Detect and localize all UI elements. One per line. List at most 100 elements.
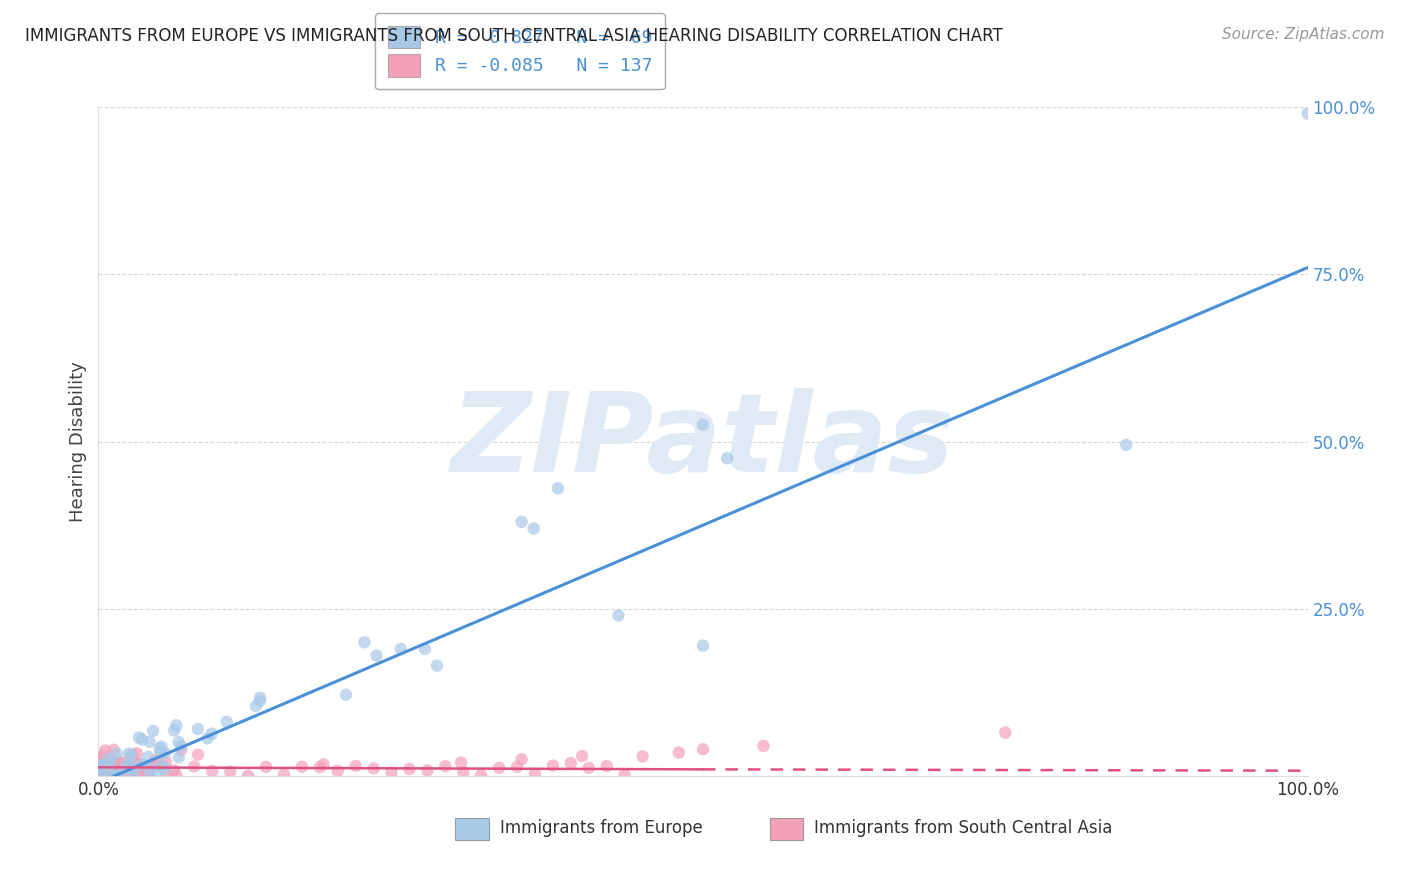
Point (101, 757, 124, 772)
Point (121, 758, 143, 772)
Point (104, 763, 127, 777)
Point (201, 764, 224, 778)
Point (249, 694, 271, 708)
Point (136, 764, 159, 779)
Point (90, 751, 112, 765)
Point (131, 757, 153, 772)
Point (103, 743, 125, 757)
FancyBboxPatch shape (769, 818, 803, 839)
Point (153, 746, 176, 760)
Point (136, 768, 159, 782)
Point (215, 714, 238, 729)
Point (143, 753, 166, 767)
Point (129, 762, 152, 776)
Point (121, 764, 143, 779)
Point (187, 722, 209, 736)
Point (163, 764, 186, 778)
Point (91, 768, 114, 782)
Point (155, 755, 177, 769)
Point (105, 763, 128, 777)
Point (416, 764, 439, 778)
Point (97, 759, 120, 773)
Point (111, 763, 134, 777)
Point (413, 642, 436, 657)
Point (167, 735, 190, 749)
Point (117, 760, 139, 774)
Point (692, 417, 714, 432)
Point (398, 762, 420, 776)
Point (353, 635, 375, 649)
Point (523, 521, 546, 535)
Point (273, 767, 295, 781)
Point (89, 756, 111, 770)
Point (89, 764, 111, 779)
Point (366, 648, 388, 663)
Point (148, 741, 170, 756)
Point (96, 767, 118, 781)
Point (127, 765, 149, 780)
Point (94, 767, 117, 781)
Point (523, 767, 546, 781)
Point (103, 764, 125, 779)
Point (165, 718, 187, 732)
Point (90, 761, 112, 775)
Point (692, 639, 714, 653)
Point (163, 723, 186, 738)
Point (631, 749, 654, 764)
Text: Immigrants from Europe: Immigrants from Europe (501, 819, 703, 837)
Point (108, 763, 131, 777)
Point (100, 766, 122, 780)
Point (120, 765, 142, 780)
Point (101, 765, 124, 780)
Point (170, 743, 193, 757)
Point (96, 759, 118, 773)
Point (115, 768, 138, 782)
Point (101, 759, 124, 773)
Point (380, 765, 402, 780)
Point (94, 768, 117, 782)
Point (506, 760, 529, 774)
Point (108, 756, 131, 770)
Point (451, 765, 474, 780)
Point (107, 756, 129, 770)
Point (104, 769, 127, 783)
Point (1115, 438, 1137, 452)
Point (363, 761, 385, 775)
Point (104, 760, 127, 774)
Point (103, 767, 125, 781)
Point (97, 752, 120, 766)
Point (101, 755, 124, 769)
Point (131, 765, 153, 780)
Point (114, 762, 136, 776)
Point (142, 758, 165, 772)
Point (100, 755, 122, 769)
Point (115, 757, 138, 772)
Point (118, 747, 141, 761)
Point (426, 658, 449, 673)
Point (141, 758, 163, 772)
Point (236, 769, 259, 783)
Point (129, 765, 152, 780)
Point (560, 756, 582, 771)
Point (93, 757, 115, 772)
Point (91, 763, 114, 777)
Point (434, 759, 457, 773)
Point (170, 739, 193, 753)
Point (112, 757, 135, 772)
Point (127, 756, 149, 771)
Point (104, 764, 127, 779)
Point (141, 760, 163, 774)
Y-axis label: Hearing Disability: Hearing Disability (69, 361, 87, 522)
FancyBboxPatch shape (456, 818, 489, 839)
Point (197, 731, 219, 746)
Point (89, 766, 111, 780)
Point (571, 749, 593, 764)
Point (308, 760, 330, 774)
Point (752, 739, 775, 753)
Point (547, 482, 569, 496)
Point (94, 760, 117, 774)
Point (470, 768, 492, 782)
Point (89, 764, 111, 779)
Point (139, 758, 162, 772)
Point (165, 768, 187, 782)
